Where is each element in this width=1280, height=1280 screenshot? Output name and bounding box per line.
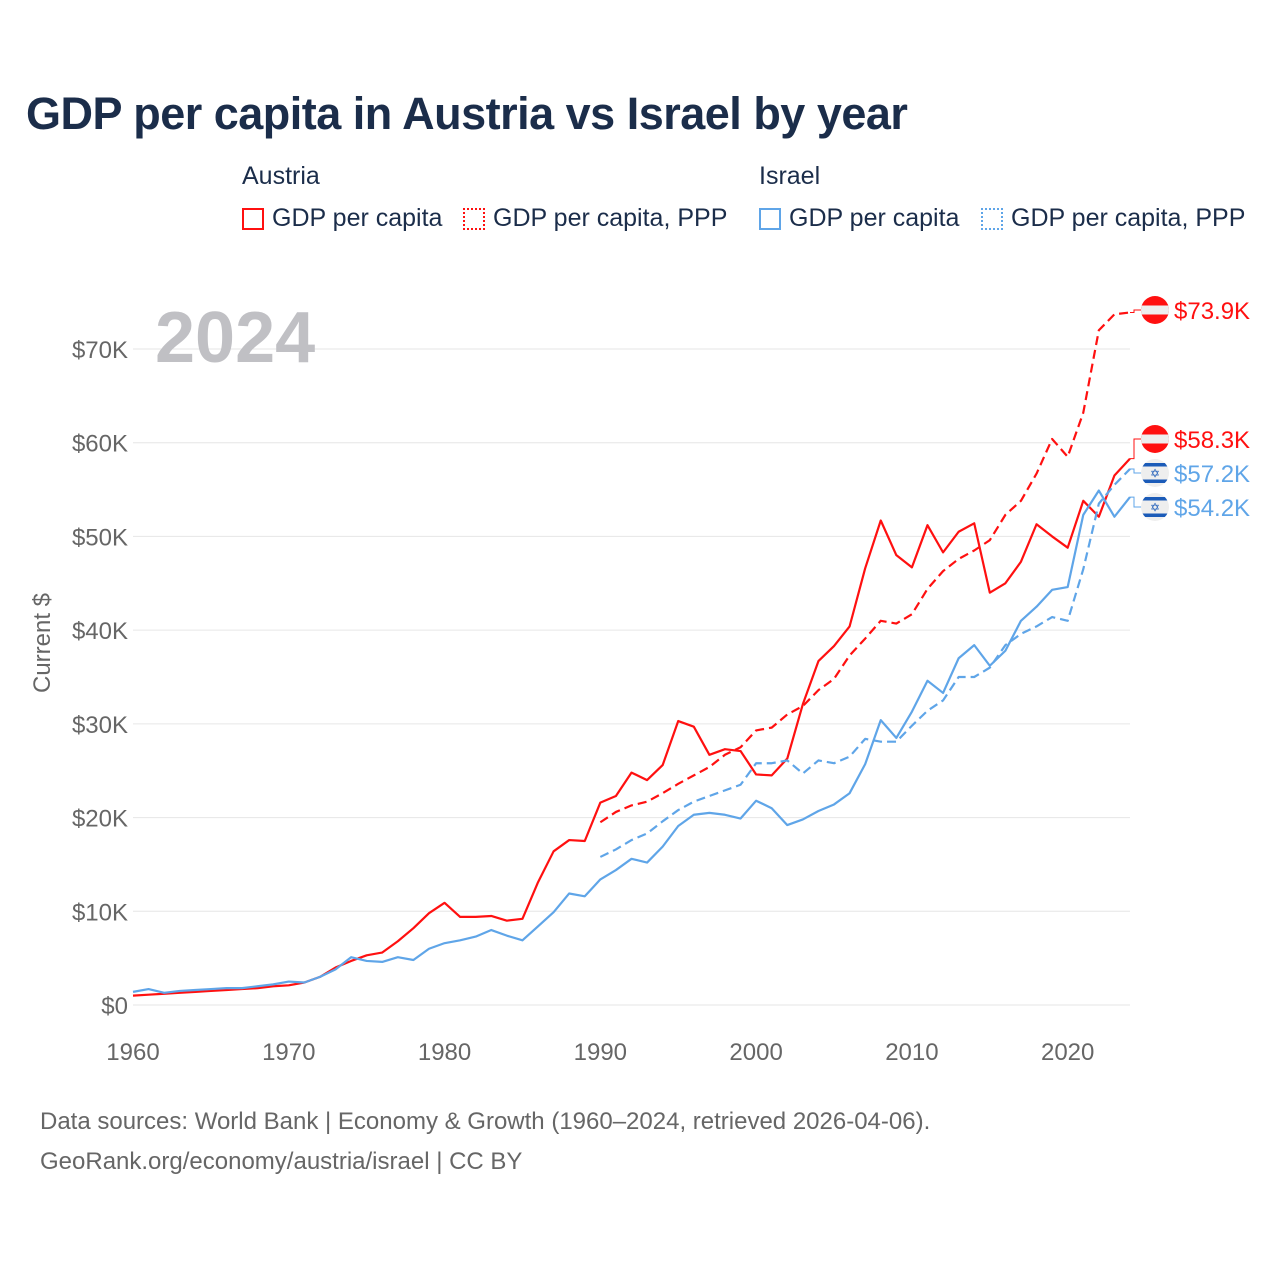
series-line-1 [599,311,1131,824]
x-tick-label: 1980 [418,1039,471,1066]
y-tick-label: $30K [72,712,128,739]
x-tick-label: 1990 [574,1039,627,1066]
y-tick-label: $40K [72,618,128,645]
austria-flag-icon [1141,296,1169,324]
legend-swatch-dotted-red [463,207,485,230]
label-connector [1130,468,1142,474]
y-tick-label: $50K [72,524,128,551]
y-tick-label: $60K [72,431,128,458]
y-tick-label: $10K [72,899,128,926]
legend-swatch-solid-red [242,207,264,230]
legend-austria-gdp[interactable]: GDP per capita [242,204,442,233]
x-tick-label: 1970 [262,1039,315,1066]
chart-title: GDP per capita in Austria vs Israel by y… [26,88,908,139]
israel-flag-icon: ✡ [1141,459,1169,487]
israel-flag-icon: ✡ [1141,493,1169,521]
y-axis-label: Current $ [29,593,56,693]
end-value-label: $73.9K [1174,298,1250,325]
series-line-0 [132,457,1131,997]
y-tick-label: $70K [72,337,128,364]
legend-label: GDP per capita, PPP [1011,204,1246,232]
legend-label: GDP per capita [272,204,443,232]
label-connector [1130,309,1142,313]
label-connector [1130,496,1142,508]
legend-label: GDP per capita, PPP [493,204,728,232]
source-line-2: GeoRank.org/economy/austria/israel | CC … [40,1148,523,1175]
legend-group-israel: Israel [759,162,821,190]
source-line-1: Data sources: World Bank | Economy & Gro… [40,1108,931,1135]
svg-text:✡: ✡ [1150,467,1160,481]
y-tick-label: $20K [72,806,128,833]
legend-group-austria: Austria [242,162,320,190]
x-tick-label: 2020 [1041,1039,1094,1066]
series-line-2 [132,489,1131,994]
label-connector [1130,438,1142,460]
austria-flag-icon [1141,425,1169,453]
x-tick-label: 2000 [729,1039,782,1066]
legend-label: GDP per capita [789,204,960,232]
end-value-label: $54.2K [1174,495,1250,522]
legend-swatch-dotted-blue [981,207,1003,230]
end-value-label: $58.3K [1174,427,1250,454]
end-value-label: $57.2K [1174,461,1250,488]
year-watermark: 2024 [155,298,315,378]
legend-israel-gdp[interactable]: GDP per capita [759,204,959,233]
legend-swatch-solid-blue [759,207,781,230]
series-line-3 [599,468,1131,858]
x-tick-label: 2010 [885,1039,938,1066]
legend-austria-ppp[interactable]: GDP per capita, PPP [463,204,727,233]
x-tick-label: 1960 [106,1039,159,1066]
legend-israel-ppp[interactable]: GDP per capita, PPP [981,204,1245,233]
y-tick-label: $0 [101,993,128,1020]
svg-text:✡: ✡ [1150,501,1160,515]
